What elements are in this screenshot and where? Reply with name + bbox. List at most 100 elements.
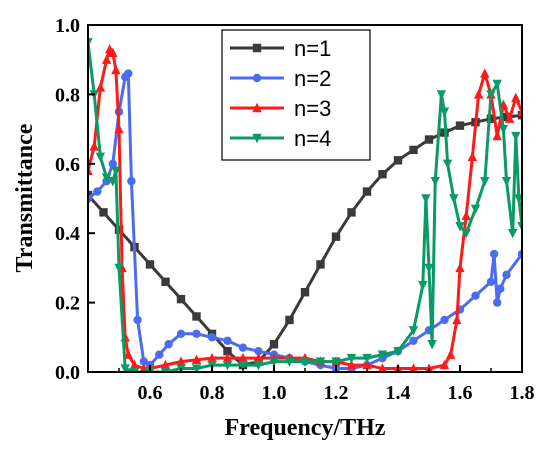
data-point [133, 315, 142, 325]
data-point [191, 364, 202, 372]
data-point [502, 270, 511, 280]
legend-item: n=2 [230, 66, 331, 91]
data-point [160, 367, 171, 372]
data-point [430, 176, 440, 187]
data-point [455, 262, 465, 273]
data-point [480, 176, 490, 187]
data-point [446, 349, 456, 359]
data-point [223, 346, 232, 356]
data-point [461, 229, 471, 239]
data-point [424, 135, 434, 144]
data-point [145, 260, 155, 269]
data-point [160, 359, 171, 370]
legend-item: n=3 [230, 96, 331, 121]
legend: n=1 n=2 n=3 n=4 [221, 29, 371, 161]
data-point [191, 354, 202, 365]
data-point [238, 352, 248, 363]
data-point [427, 340, 437, 350]
data-point [511, 92, 521, 103]
data-point [347, 208, 356, 217]
data-point [408, 326, 419, 336]
data-point [300, 357, 310, 367]
data-point [486, 277, 496, 286]
data-point [88, 165, 93, 175]
legend-marker [252, 73, 262, 83]
data-point [409, 363, 418, 372]
data-point [421, 194, 431, 204]
data-point [93, 187, 102, 196]
x-tick-label: 1.8 [510, 382, 535, 404]
data-point [455, 121, 465, 130]
data-point [440, 315, 449, 325]
data-point [471, 291, 480, 300]
series-line-n=3 [88, 47, 522, 370]
x-tick-label: 0.6 [138, 382, 163, 404]
data-point [222, 360, 233, 371]
x-axis-title: Frequency/THz [225, 415, 386, 441]
data-point [192, 329, 201, 339]
legend-label: n=3 [294, 96, 331, 121]
data-point [493, 298, 502, 307]
y-tick-label: 0.0 [55, 362, 80, 384]
data-point [89, 141, 99, 151]
data-point [473, 89, 484, 99]
y-tick-label: 0.2 [55, 293, 80, 315]
legend-marker [252, 133, 262, 144]
data-point [222, 352, 233, 363]
legend-marker [252, 43, 262, 53]
data-point [207, 352, 217, 363]
data-point [492, 79, 502, 90]
data-point [120, 364, 130, 372]
data-point [439, 359, 450, 370]
data-point [223, 336, 232, 345]
data-point [436, 90, 447, 100]
y-tick-label: 0.4 [55, 223, 80, 245]
data-point [467, 151, 478, 162]
data-point [409, 336, 418, 345]
data-point [238, 343, 248, 352]
data-point [176, 356, 186, 366]
data-point [346, 353, 357, 364]
data-point [111, 64, 121, 75]
data-point [504, 113, 515, 123]
data-point [253, 352, 264, 363]
data-point [362, 187, 372, 196]
data-point [393, 156, 403, 165]
data-point [155, 350, 164, 359]
data-point [124, 69, 133, 78]
data-point [439, 107, 450, 117]
data-point [207, 333, 217, 342]
data-point [496, 284, 505, 293]
data-point [517, 106, 522, 116]
data-point [362, 353, 372, 364]
legend-item: n=1 [230, 36, 331, 61]
data-point [99, 208, 108, 217]
x-tick-label: 1.6 [448, 382, 473, 404]
data-point [442, 159, 453, 169]
y-tick-label: 1.0 [55, 15, 80, 37]
data-point [315, 357, 326, 367]
data-point [409, 145, 418, 155]
data-point [418, 281, 428, 291]
data-point [502, 112, 511, 122]
data-point [346, 359, 357, 370]
x-tick-label: 1.4 [386, 382, 411, 404]
data-point [284, 357, 295, 367]
data-point [498, 124, 509, 135]
data-point [486, 114, 496, 123]
data-point [285, 315, 294, 325]
data-point [378, 170, 387, 179]
data-point [424, 263, 434, 274]
data-point [316, 260, 325, 269]
data-point [127, 176, 136, 186]
data-point [377, 350, 388, 360]
data-point [331, 232, 341, 241]
data-point [101, 173, 112, 183]
y-tick-label: 0.6 [55, 154, 80, 176]
data-point [108, 47, 118, 57]
data-point [95, 82, 106, 92]
data-point [161, 277, 170, 286]
data-point [517, 222, 522, 232]
data-point [88, 38, 93, 48]
